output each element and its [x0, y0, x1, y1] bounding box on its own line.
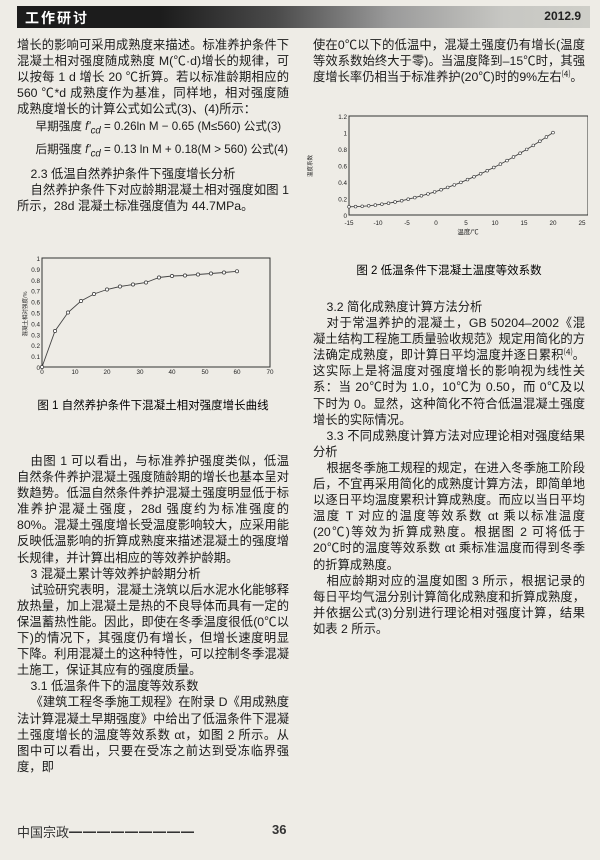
svg-text:1: 1 [36, 256, 40, 263]
svg-text:混凝土相对强度/%: 混凝土相对强度/% [21, 291, 29, 336]
svg-text:0.8: 0.8 [31, 278, 40, 285]
svg-text:50: 50 [201, 369, 209, 374]
svg-text:-5: -5 [404, 220, 410, 227]
svg-text:5: 5 [464, 220, 468, 227]
svg-text:0.1: 0.1 [31, 354, 40, 361]
svg-text:0.2: 0.2 [338, 197, 347, 204]
svg-text:60: 60 [233, 369, 241, 374]
svg-text:0.9: 0.9 [31, 267, 40, 274]
svg-text:0.4: 0.4 [31, 321, 40, 328]
svg-text:0: 0 [434, 220, 438, 227]
svg-text:0.4: 0.4 [338, 180, 347, 187]
svg-text:1: 1 [343, 131, 347, 138]
svg-text:25: 25 [578, 220, 586, 227]
svg-text:0.2: 0.2 [31, 343, 40, 350]
svg-text:30: 30 [136, 369, 144, 374]
svg-text:0.6: 0.6 [31, 300, 40, 307]
svg-text:0.3: 0.3 [31, 332, 40, 339]
svg-text:-15: -15 [344, 220, 354, 227]
svg-text:0.6: 0.6 [338, 164, 347, 171]
svg-text:-10: -10 [373, 220, 383, 227]
svg-text:70: 70 [266, 369, 274, 374]
svg-text:温度系数: 温度系数 [306, 155, 314, 178]
svg-text:15: 15 [520, 220, 528, 227]
svg-text:0: 0 [343, 213, 347, 220]
svg-text:0.8: 0.8 [338, 147, 347, 154]
svg-text:20: 20 [103, 369, 111, 374]
svg-text:40: 40 [168, 369, 176, 374]
svg-text:1.2: 1.2 [338, 114, 347, 121]
svg-text:0.5: 0.5 [31, 311, 40, 318]
svg-text:20: 20 [549, 220, 557, 227]
svg-text:0.7: 0.7 [31, 289, 40, 296]
svg-text:温度/℃: 温度/℃ [457, 227, 479, 236]
svg-text:10: 10 [491, 220, 499, 227]
svg-text:10: 10 [71, 369, 79, 374]
svg-text:0: 0 [40, 369, 44, 374]
